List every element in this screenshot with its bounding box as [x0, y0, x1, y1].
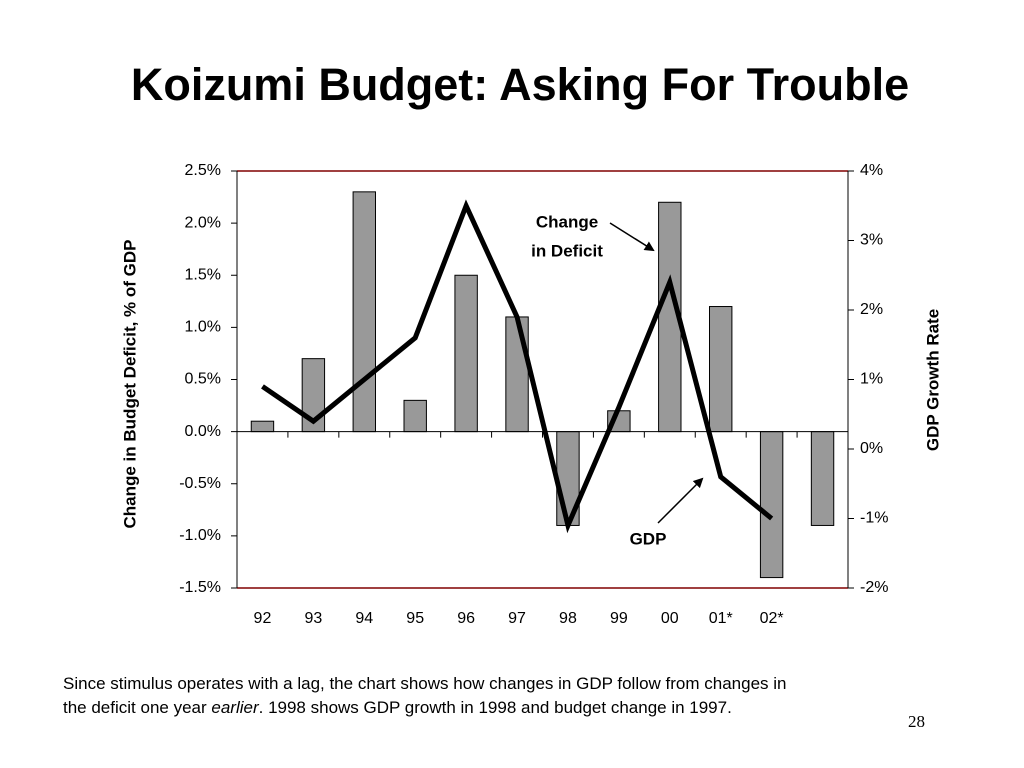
- y-tick-label: 0.5%: [185, 371, 221, 388]
- x-tick-label: 96: [457, 610, 475, 627]
- y-tick-label: 2.0%: [185, 214, 221, 231]
- x-tick-label: 98: [559, 610, 577, 627]
- y-tick-label: 0.0%: [185, 423, 221, 440]
- footnote-text: the deficit one year: [63, 698, 212, 717]
- y2-tick-label: 1%: [860, 371, 883, 388]
- footnote-text: . 1998 shows GDP growth in 1998 and budg…: [258, 698, 732, 717]
- x-tick-label: 97: [508, 610, 526, 627]
- y-tick-label: -0.5%: [179, 475, 221, 492]
- y2-axis-label: GDP Growth Rate: [923, 309, 942, 451]
- annotation: Change: [536, 212, 598, 231]
- line: [261, 199, 774, 534]
- bar: [810, 431, 835, 526]
- x-tick-label: 93: [304, 610, 322, 627]
- y2-tick-label: 4%: [860, 162, 883, 179]
- y-tick-label: 1.5%: [185, 266, 221, 283]
- x-tick-label: 92: [254, 610, 272, 627]
- annotation-arrow: [609, 222, 655, 252]
- y2-tick-label: -2%: [860, 579, 888, 596]
- footnote: Since stimulus operates with a lag, the …: [63, 672, 787, 720]
- y-tick-label: 2.5%: [185, 162, 221, 179]
- bar: [505, 316, 529, 433]
- bar: [352, 191, 376, 433]
- y-axis-label: Change in Budget Deficit, % of GDP: [120, 239, 139, 528]
- bar: [709, 306, 733, 433]
- annotation: in Deficit: [531, 241, 603, 260]
- bar: [403, 399, 427, 433]
- footnote-text: Since stimulus operates with a lag, the …: [63, 674, 787, 693]
- footnote-emphasis: earlier: [211, 698, 259, 717]
- x-tick-label: 02*: [760, 610, 784, 627]
- y2-tick-label: 0%: [860, 440, 883, 457]
- page-number: 28: [908, 712, 925, 731]
- x-tick-label: 99: [610, 610, 628, 627]
- chart: Koizumi Budget: Asking For Trouble Chang…: [120, 59, 942, 627]
- x-tick-label: 00: [661, 610, 679, 627]
- bar: [759, 431, 784, 579]
- chart-title: Koizumi Budget: Asking For Trouble: [131, 59, 909, 110]
- y-tick-label: 1.0%: [185, 319, 221, 336]
- x-tick-label: 01*: [709, 610, 733, 627]
- x-tick-label: 95: [406, 610, 424, 627]
- x-tick-label: 94: [355, 610, 373, 627]
- bar: [250, 420, 275, 433]
- annotation-arrow: [657, 477, 704, 524]
- bar: [454, 274, 478, 433]
- y2-tick-label: -1%: [860, 510, 888, 527]
- y2-tick-label: 3%: [860, 232, 883, 249]
- annotation: GDP: [630, 529, 667, 548]
- y-tick-label: -1.5%: [179, 579, 221, 596]
- y2-tick-label: 2%: [860, 301, 883, 318]
- y-tick-label: -1.0%: [179, 527, 221, 544]
